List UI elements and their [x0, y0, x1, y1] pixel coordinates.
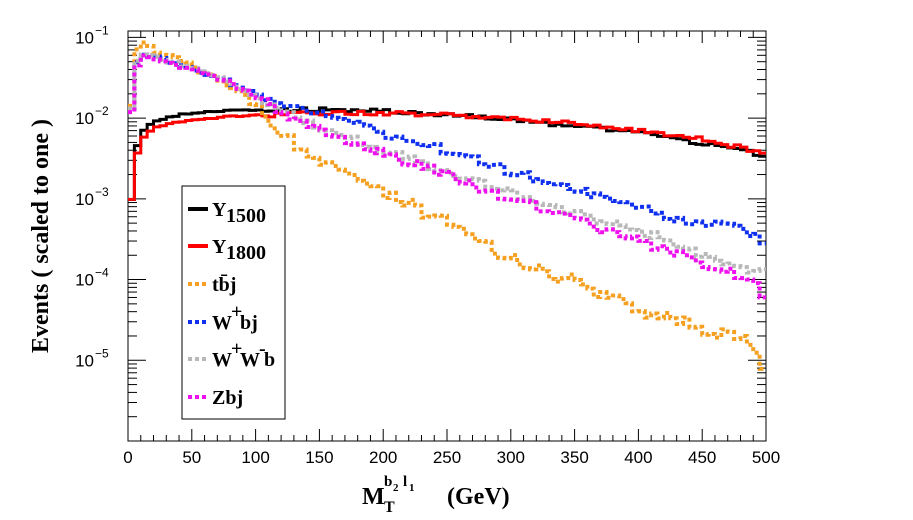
x-axis-title-sup-l-sub: 1	[409, 482, 415, 494]
y-tick-label-base: 10	[75, 351, 94, 370]
legend-label-wwb-post: b	[264, 349, 275, 371]
y-axis-ticks: 10−510−410−310−210−1	[75, 23, 766, 418]
x-tick-label: 300	[497, 448, 525, 467]
x-tick-label: 500	[752, 448, 780, 467]
y-axis-title: Events ( scaled to one )	[28, 119, 54, 353]
y-tick-label-exp: −2	[95, 104, 109, 118]
x-axis-title: M T b 2 l 1 (GeV)	[362, 474, 510, 516]
y-tick-label-base: 10	[75, 28, 94, 47]
x-tick-label: 100	[241, 448, 269, 467]
legend-label-y1500: Y	[212, 199, 227, 221]
legend-label-wwb-sup1: +	[231, 338, 242, 360]
y-tick-label-base: 10	[75, 190, 94, 209]
y-tick-label-base: 10	[75, 109, 94, 128]
x-axis-title-sup-l: l	[403, 474, 407, 490]
legend-label-wwb-w1: W	[212, 349, 232, 371]
x-axis-title-sup-b: b	[384, 474, 392, 490]
legend: Y 1500 Y 1800 tb̄j W + bj W + W - b Zbj	[181, 185, 286, 420]
x-axis-ticks: 0 50 100 150 200 250 300 350 400 450 500	[123, 31, 780, 467]
x-axis-title-unit: (GeV)	[447, 484, 510, 510]
series-layer	[128, 40, 766, 371]
legend-label-wbj-w: W	[212, 312, 232, 334]
legend-label-wwb-sup2: -	[259, 338, 266, 360]
x-axis-title-main: M	[362, 484, 385, 510]
legend-label-wbj-sup: +	[231, 301, 242, 323]
x-tick-label: 200	[369, 448, 397, 467]
x-tick-label: 250	[433, 448, 461, 467]
x-axis-title-sup-b-sub: 2	[393, 482, 399, 494]
legend-label-zbj: Zbj	[212, 387, 243, 409]
x-tick-label: 50	[182, 448, 201, 467]
y-tick-label-exp: −1	[95, 23, 109, 37]
y-tick-label-exp: −5	[95, 346, 109, 360]
legend-label-wwb-w2: W	[240, 349, 260, 371]
x-tick-label: 0	[123, 448, 132, 467]
legend-label-y1800: Y	[212, 236, 227, 258]
legend-box	[181, 185, 286, 420]
x-tick-label: 400	[624, 448, 652, 467]
series-1-line	[128, 109, 766, 201]
series-5-line	[128, 53, 766, 300]
y-tick-label-exp: −3	[95, 185, 109, 199]
y-tick-label-exp: −4	[95, 266, 109, 280]
x-tick-label: 450	[688, 448, 716, 467]
x-tick-label: 350	[560, 448, 588, 467]
x-axis-title-sub: T	[384, 499, 395, 516]
legend-label-ttbj: tb̄j	[212, 273, 236, 296]
legend-label-wbj-post: bj	[240, 312, 258, 334]
y-tick-label-base: 10	[75, 271, 94, 290]
legend-sub-y1800: 1800	[226, 242, 266, 264]
legend-sub-y1500: 1500	[226, 205, 266, 227]
x-tick-label: 150	[305, 448, 333, 467]
